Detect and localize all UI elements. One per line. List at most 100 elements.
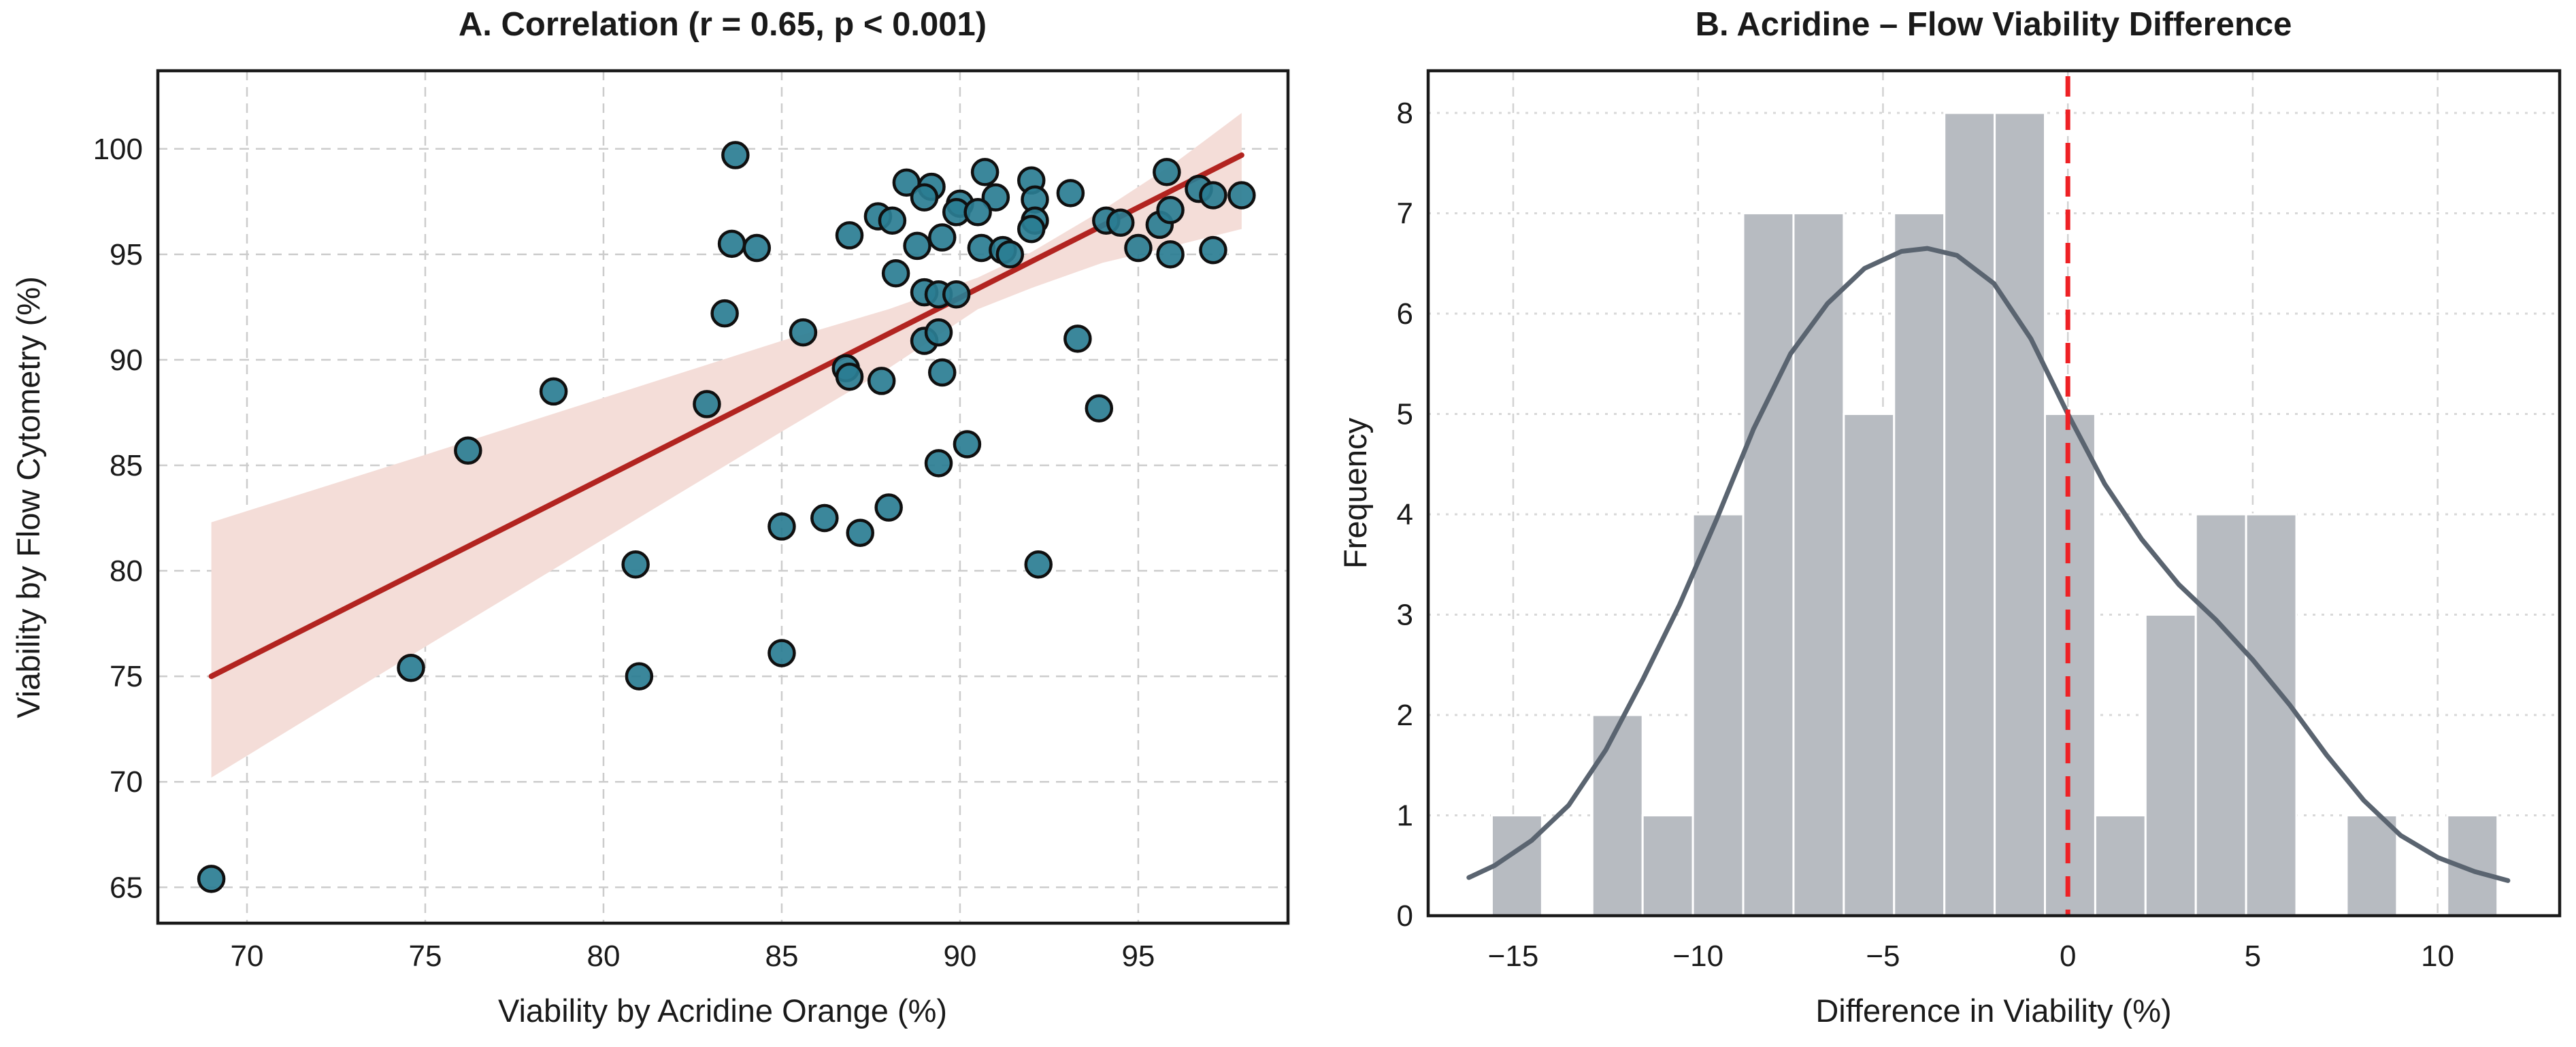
x-tick-label: 5 <box>2245 940 2261 973</box>
x-tick-label: 95 <box>1121 940 1155 973</box>
scatter-point <box>710 299 739 328</box>
x-tick-label: 85 <box>765 940 798 973</box>
regression-line <box>208 152 1244 680</box>
y-tick-label: 0 <box>1397 899 1413 933</box>
kde-curve <box>1466 246 2511 883</box>
panel-a-title: A. Correlation (r = 0.65, p < 0.001) <box>459 6 987 43</box>
scatter-point <box>963 198 992 227</box>
y-tick-label: 85 <box>110 449 143 482</box>
histogram-bar <box>1792 212 1845 917</box>
scatter-point <box>197 865 226 893</box>
scatter-point <box>454 436 482 465</box>
scatter-point <box>721 141 750 169</box>
scatter-point <box>835 362 864 391</box>
scatter-point <box>1156 195 1185 225</box>
scatter-point <box>924 449 953 478</box>
scatter-point <box>621 550 650 579</box>
panel-a-scatter-plot: 70 75 80 85 90 95 65 70 75 80 85 90 95 100 <box>93 69 1290 973</box>
scatter-point <box>995 240 1025 269</box>
scatter-point <box>742 233 772 263</box>
scatter-point <box>981 183 1010 212</box>
scatter-point <box>878 206 907 235</box>
panel-a-xaxis-label: Viability by Acridine Orange (%) <box>498 993 947 1029</box>
histogram-bar <box>2345 814 2398 917</box>
histogram-bar <box>1893 212 1946 917</box>
scatter-point <box>910 183 939 212</box>
x-tick-label: 90 <box>943 940 976 973</box>
panel-b-yaxis-label: Frequency <box>1337 417 1373 569</box>
plot-border <box>1426 69 2562 918</box>
x-tick-label: 0 <box>2060 940 2076 973</box>
scatter-point <box>1056 179 1085 207</box>
y-tick-label: 90 <box>110 344 143 377</box>
confidence-band <box>211 113 1242 778</box>
y-tick-label: 7 <box>1397 197 1413 230</box>
scatter-point <box>1106 208 1135 237</box>
scatter-point <box>810 503 839 533</box>
scatter-point <box>927 223 957 252</box>
histogram-bar <box>1843 412 1896 917</box>
scatter-point <box>927 358 957 387</box>
scatter-point <box>970 158 1000 186</box>
y-tick-label: 100 <box>93 133 143 166</box>
scatter-point <box>693 390 721 418</box>
scatter-point <box>1085 394 1114 422</box>
histogram-bar <box>1742 212 1795 917</box>
y-tick-label: 5 <box>1397 397 1413 431</box>
scatter-point <box>1024 550 1053 579</box>
panel-b-histogram-plot: −15 −10 −5 0 5 10 0 1 2 3 4 5 6 7 8 <box>1397 69 2562 973</box>
y-tick-label: 3 <box>1397 598 1413 631</box>
y-tick-label: 4 <box>1397 498 1413 531</box>
plot-border <box>156 69 1290 925</box>
scatter-point <box>1017 214 1046 244</box>
histogram-bar <box>2144 613 2197 917</box>
histogram-bar <box>1943 112 1996 917</box>
y-tick-label: 2 <box>1397 699 1413 732</box>
y-tick-label: 6 <box>1397 297 1413 331</box>
x-tick-label: −15 <box>1488 940 1539 973</box>
y-tick-label: 70 <box>110 765 143 799</box>
scatter-point <box>953 430 982 459</box>
histogram-bar <box>2446 814 2499 917</box>
scatter-point <box>1156 240 1185 269</box>
scatter-point <box>717 229 746 259</box>
scatter-point <box>942 280 971 309</box>
scatter-point <box>874 493 903 522</box>
x-tick-label: −10 <box>1672 940 1723 973</box>
scatter-point <box>767 639 796 667</box>
histogram-bar <box>1591 714 1644 917</box>
y-tick-label: 8 <box>1397 97 1413 130</box>
panel-a-yaxis-label: Viability by Flow Cytometry (%) <box>10 276 46 718</box>
scatter-point <box>903 231 931 261</box>
y-tick-label: 1 <box>1397 799 1413 832</box>
y-tick-label: 80 <box>110 554 143 588</box>
x-tick-label: 70 <box>231 940 264 973</box>
scatter-point <box>767 512 796 541</box>
histogram-bar <box>2043 412 2096 917</box>
histogram-bar <box>1641 814 1694 917</box>
histogram-bar <box>2094 814 2147 917</box>
scatter-point <box>539 377 568 406</box>
scatter-point <box>1124 233 1153 263</box>
x-tick-label: 80 <box>587 940 620 973</box>
x-tick-label: −5 <box>1866 940 1900 973</box>
scatter-point <box>1199 181 1227 210</box>
histogram-bar <box>2194 513 2247 917</box>
x-tick-label: 10 <box>2421 940 2454 973</box>
scatter-point <box>1199 235 1227 265</box>
histogram-bar <box>1691 513 1745 917</box>
histogram-bar <box>1994 112 2046 917</box>
scatter-point <box>846 518 874 547</box>
y-tick-label: 95 <box>110 238 143 271</box>
x-tick-label: 75 <box>409 940 442 973</box>
scatter-point <box>924 318 953 347</box>
scatter-point <box>835 221 864 250</box>
scatter-point <box>397 653 425 682</box>
y-tick-label: 75 <box>110 660 143 693</box>
scatter-point <box>881 259 910 288</box>
scatter-point <box>789 318 818 347</box>
scatter-point <box>1153 158 1181 186</box>
scatter-point <box>1063 325 1092 353</box>
